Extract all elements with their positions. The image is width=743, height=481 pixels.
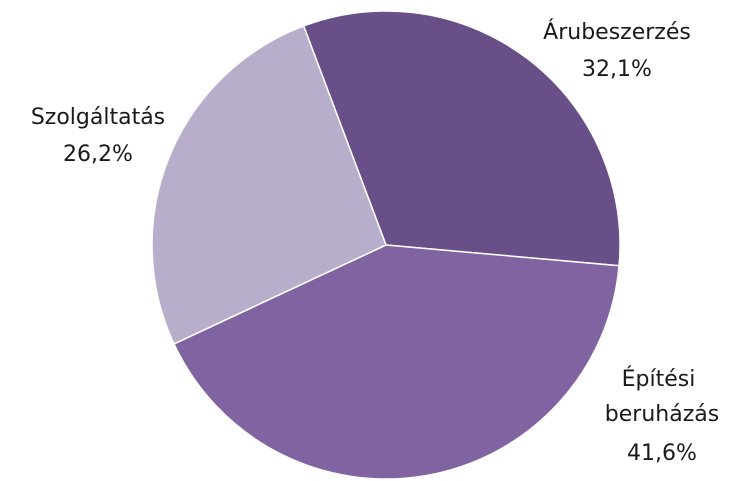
- value-label: 41,6%: [627, 441, 697, 466]
- pie-slice: [151, 24, 387, 345]
- value-label: 26,2%: [63, 142, 133, 167]
- value-label: 32,1%: [582, 57, 652, 82]
- category-label: Építési beruházás: [605, 366, 719, 427]
- pie-slice: [172, 244, 620, 480]
- pie-slice: [302, 10, 621, 267]
- category-label: Árubeszerzés: [543, 19, 691, 45]
- category-label: Szolgáltatás: [31, 105, 165, 130]
